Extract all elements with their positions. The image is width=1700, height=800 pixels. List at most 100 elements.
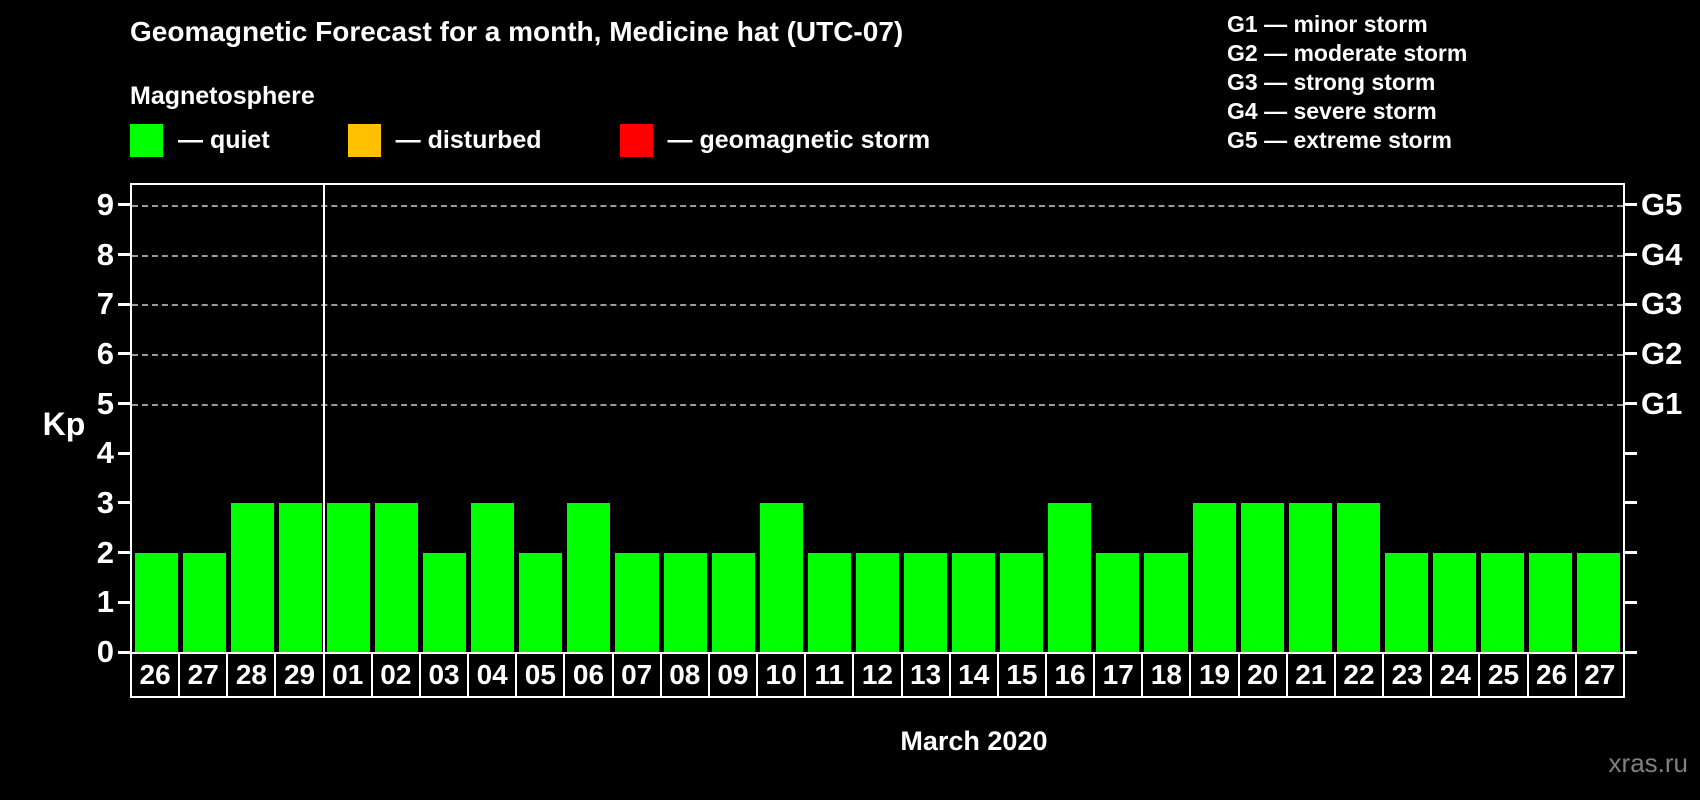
- kp-bar: [1529, 552, 1573, 652]
- kp-bar: [374, 502, 419, 652]
- bar-slot-day-02: [372, 185, 420, 652]
- g-axis-label-G5: G5: [1641, 186, 1683, 222]
- legend-label-quiet: — quiet: [178, 126, 270, 154]
- day-label-01: 01: [325, 654, 373, 696]
- plot-area: [130, 183, 1625, 652]
- right-tick-kp-3: [1625, 501, 1637, 505]
- magnetosphere-label: Magnetosphere: [130, 82, 315, 110]
- g-scale-legend: G1 — minor storm G2 — moderate storm G3 — …: [1227, 10, 1467, 155]
- day-label-11: 11: [806, 654, 855, 696]
- right-tick-kp-4: [1625, 451, 1637, 455]
- kp-bar: [230, 502, 274, 652]
- right-tick-kp-9: [1625, 203, 1637, 207]
- bar-slot-day-03: [421, 185, 469, 652]
- bar-slot-day-14: [950, 185, 998, 652]
- day-label-28: 28: [228, 654, 277, 696]
- day-label-25: 25: [1480, 654, 1529, 696]
- day-label-08: 08: [662, 654, 710, 696]
- kp-bar: [1192, 502, 1236, 652]
- right-tick-kp-1: [1625, 600, 1637, 604]
- left-tick-kp-4: [118, 451, 130, 455]
- day-label-12: 12: [854, 654, 903, 696]
- bar-slot-day-24: [1431, 185, 1479, 652]
- bars-container: [132, 185, 1623, 652]
- day-label-03: 03: [421, 654, 470, 696]
- bar-slot-day-25: [1479, 185, 1527, 652]
- right-tick-kp-2: [1625, 551, 1637, 555]
- kp-bar: [278, 502, 322, 652]
- chart-title: Geomagnetic Forecast for a month, Medici…: [130, 16, 904, 47]
- kp-bar: [1096, 552, 1140, 652]
- bar-slot-day-15: [998, 185, 1046, 652]
- left-tick-kp-8: [118, 253, 130, 257]
- day-label-24: 24: [1432, 654, 1481, 696]
- bar-slot-day-20: [1238, 185, 1286, 652]
- day-label-27: 27: [1584, 659, 1616, 690]
- left-tick-kp-7: [118, 302, 130, 306]
- kp-bar: [567, 502, 611, 652]
- y-axis-label-1: 1: [96, 584, 114, 620]
- right-tick-kp-5: [1625, 402, 1637, 406]
- day-label-02: 02: [373, 654, 421, 696]
- day-label-26: 26: [1529, 654, 1577, 696]
- bar-slot-day-26: [132, 185, 180, 652]
- y-axis-label-0: 0: [96, 634, 114, 669]
- kp-bar: [1336, 502, 1380, 652]
- quiet-color-swatch: [130, 124, 163, 157]
- g-axis-label-G4: G4: [1641, 236, 1683, 272]
- g-scale-item-1: G1 — minor storm: [1227, 11, 1428, 37]
- bar-slot-day-19: [1190, 185, 1238, 652]
- g-scale-item-2: G2 — moderate storm: [1227, 40, 1468, 66]
- y-axis-label-5: 5: [96, 385, 114, 421]
- bar-slot-day-27: [180, 185, 228, 652]
- bar-slot-day-17: [1094, 185, 1142, 652]
- left-tick-kp-5: [118, 402, 130, 406]
- day-label-26: 26: [132, 654, 181, 696]
- day-label-19: 19: [1191, 654, 1240, 696]
- day-label-06: 06: [565, 654, 614, 696]
- kp-bar: [423, 552, 467, 652]
- legend-item-disturbed: — disturbed: [347, 124, 542, 157]
- bar-slot-day-08: [661, 185, 709, 652]
- gridline-kp-7: [132, 304, 1623, 307]
- kp-bar: [952, 552, 996, 652]
- bar-slot-day-04: [469, 185, 517, 652]
- bar-slot-day-05: [517, 185, 565, 652]
- kp-bar: [904, 552, 948, 652]
- y-axis-label-7: 7: [96, 286, 114, 322]
- kp-bar: [519, 552, 563, 652]
- y-axis-label-6: 6: [96, 335, 114, 371]
- kp-bar: [1240, 502, 1284, 652]
- day-label-07: 07: [614, 654, 662, 696]
- day-label-05: 05: [517, 654, 566, 696]
- right-tick-kp-8: [1625, 253, 1637, 257]
- kp-bar: [1577, 552, 1621, 652]
- gridline-kp-6: [132, 353, 1623, 356]
- kp-bar: [1144, 552, 1188, 652]
- month-separator-line: [323, 185, 326, 652]
- left-tick-kp-9: [118, 203, 130, 207]
- bar-slot-day-12: [853, 185, 901, 652]
- left-tick-kp-1: [118, 600, 130, 604]
- kp-bar: [326, 502, 370, 652]
- y-axis-label-8: 8: [96, 236, 114, 272]
- g-axis-label-G2: G2: [1641, 335, 1683, 371]
- bar-slot-day-27: [1575, 185, 1623, 652]
- bar-slot-day-26: [1527, 185, 1575, 652]
- day-label-21: 21: [1288, 654, 1336, 696]
- kp-bar: [134, 552, 178, 652]
- kp-bar: [1000, 552, 1044, 652]
- day-label-13: 13: [903, 654, 951, 696]
- day-label-20: 20: [1240, 654, 1288, 696]
- watermark: xras.ru: [1608, 748, 1688, 778]
- day-label-16: 16: [1047, 654, 1096, 696]
- day-label-17: 17: [1095, 654, 1144, 696]
- gridline-kp-9: [132, 204, 1623, 207]
- kp-bar: [1048, 502, 1092, 652]
- day-label-15: 15: [999, 654, 1047, 696]
- month-label: March 2020: [900, 726, 1048, 756]
- day-label-22: 22: [1336, 654, 1385, 696]
- kp-bar: [663, 552, 707, 652]
- kp-bar: [1433, 552, 1477, 652]
